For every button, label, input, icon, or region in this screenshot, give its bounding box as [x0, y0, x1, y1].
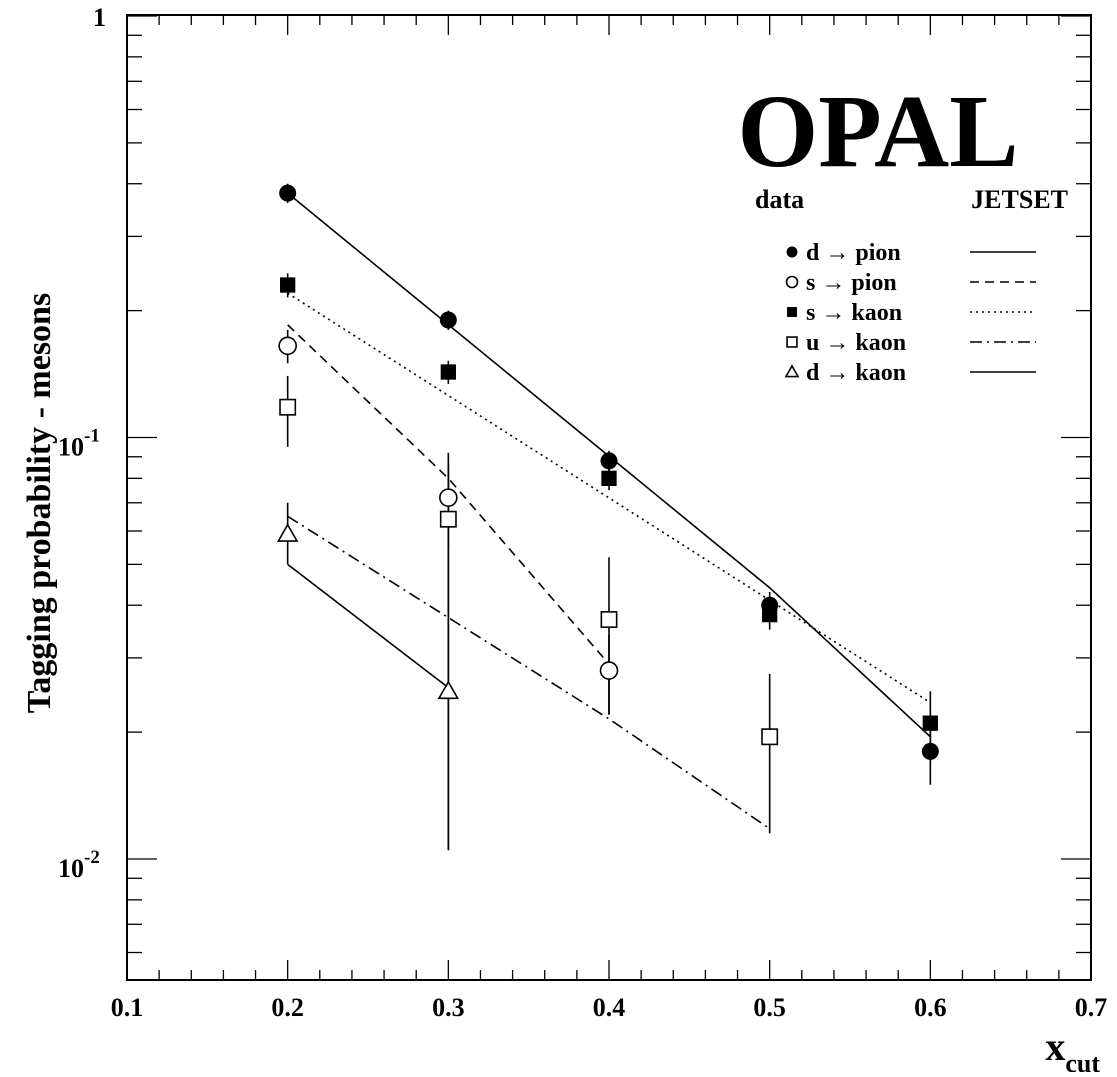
data-point [922, 715, 938, 731]
opal-logo: OPAL [737, 74, 1018, 189]
y-axis-ticks: 1 10-1 10-2 [58, 3, 1091, 954]
legend-marker [786, 336, 798, 348]
x-tick-label: 0.2 [271, 993, 304, 1022]
data-point [276, 523, 299, 542]
x-tick-label: 0.5 [753, 993, 786, 1022]
x-tick-label: 0.3 [432, 993, 465, 1022]
data-point [761, 728, 779, 746]
data-point [278, 336, 297, 356]
model-line [287, 292, 931, 704]
data-point [437, 680, 460, 700]
legend-label: d → pion [806, 240, 901, 266]
legend-marker [786, 246, 798, 258]
x-axis-label-main: x [1045, 1024, 1065, 1069]
data-point [601, 470, 617, 486]
x-axis-ticks: 0.1 0.2 0.3 0.4 0.5 0.6 0.7 [111, 15, 1108, 1022]
legend-header-model: JETSET [971, 185, 1068, 214]
data-point [439, 488, 458, 507]
data-point [279, 184, 297, 202]
data-point [599, 661, 619, 680]
x-axis-label: xcut [1045, 1024, 1100, 1072]
data-point [440, 364, 456, 380]
model-line [287, 563, 449, 689]
legend-marker [787, 307, 797, 317]
data-point [280, 277, 296, 293]
legend-label: u → kaon [806, 330, 906, 356]
data-point [921, 742, 939, 760]
data-point [762, 606, 778, 623]
data-point [600, 611, 618, 628]
legend: data JETSET d → pion s → pion s → kaon u → … [755, 185, 1068, 386]
legend-header-data: data [755, 185, 804, 214]
data-point [439, 311, 457, 329]
legend-marker [784, 364, 800, 378]
y-tick-label: 10-1 [58, 426, 100, 462]
legend-label: s → kaon [806, 300, 902, 326]
x-axis-label-sub: cut [1065, 1049, 1100, 1072]
x-tick-label: 0.4 [593, 993, 626, 1022]
legend-label: d → kaon [806, 360, 906, 386]
x-tick-label: 0.6 [914, 993, 947, 1022]
model-line [287, 515, 771, 830]
data-point [439, 510, 457, 528]
x-tick-label: 0.1 [111, 993, 144, 1022]
legend-marker [785, 275, 799, 289]
legend-label: s → pion [806, 270, 897, 296]
y-tick-label: 10-2 [58, 847, 100, 883]
data-point [600, 452, 618, 470]
y-tick-label: 1 [93, 3, 106, 32]
data-point [279, 398, 297, 416]
data-markers [276, 184, 939, 760]
y-axis-label: Tagging probability - mesons [21, 293, 58, 713]
x-tick-label: 0.7 [1075, 993, 1108, 1022]
